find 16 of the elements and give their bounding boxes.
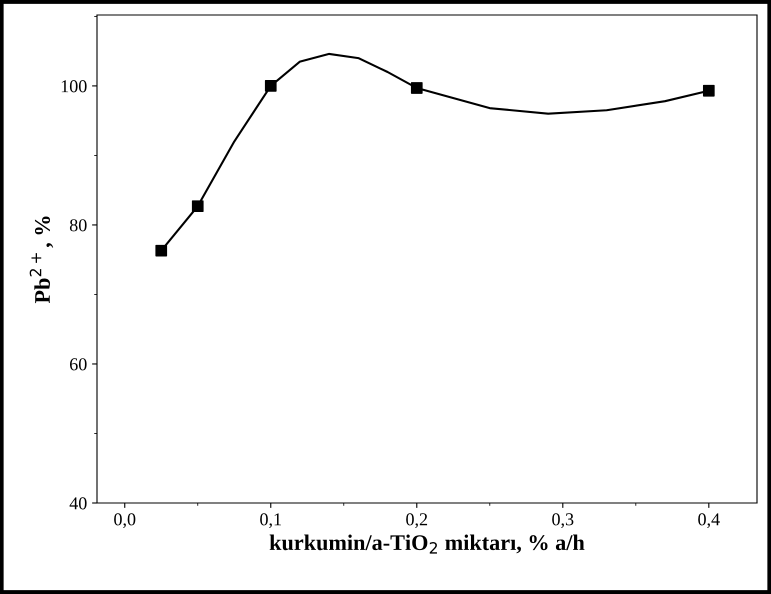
x-tick-label: 0,2	[406, 513, 428, 528]
x-tick-label: 0,4	[698, 513, 720, 528]
point	[155, 244, 168, 257]
point	[264, 80, 277, 92]
point	[410, 82, 423, 94]
y-tick-label: 80	[70, 219, 87, 232]
y-tick-label: 100	[62, 80, 87, 92]
x-tick-label: 0,0	[114, 513, 136, 528]
x-tick-label: 0,1	[260, 513, 281, 528]
point	[702, 84, 715, 97]
y-tick-label: 40	[70, 497, 87, 510]
point	[192, 200, 204, 212]
y-axis-title: Pb$^{2+}$, %	[30, 216, 54, 304]
x-tick-label: 0,3	[552, 513, 574, 528]
y-tick-label: 60	[70, 358, 87, 370]
x-axis-title: kurkumin/a-TiO$_{2}$ miktarı, % a/h	[270, 534, 584, 554]
